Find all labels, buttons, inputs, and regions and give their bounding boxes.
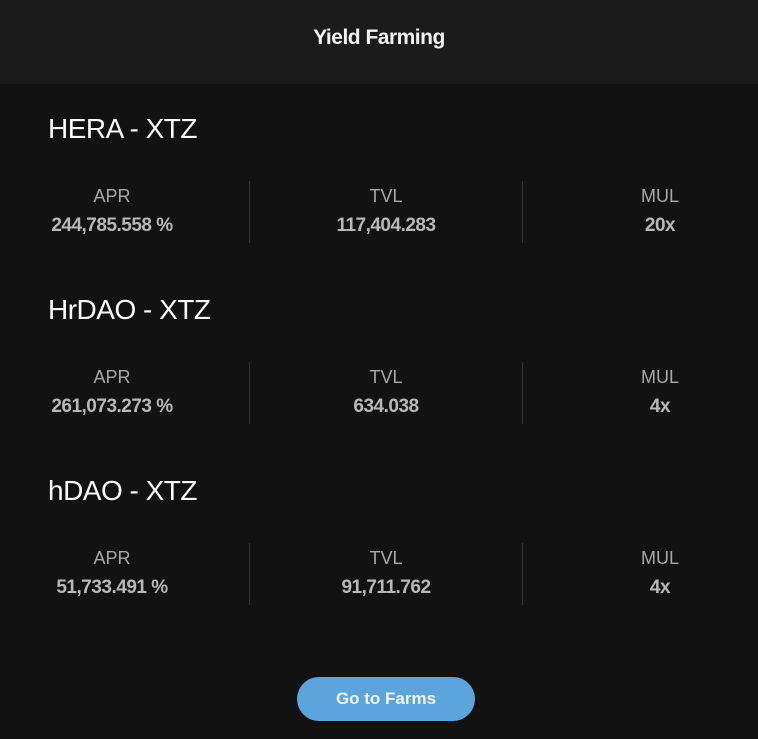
go-to-farms-button[interactable]: Go to Farms bbox=[297, 677, 475, 721]
mul-value: 20x bbox=[644, 215, 676, 236]
apr-stat: APR 261,073.273 % bbox=[0, 366, 232, 420]
tvl-value: 91,711.762 bbox=[341, 577, 431, 598]
farm-name: HrDAO - XTZ bbox=[48, 294, 211, 325]
divider bbox=[522, 181, 523, 243]
mul-stat: MUL 4x bbox=[540, 366, 758, 420]
page-title: Yield Farming bbox=[313, 26, 445, 49]
tvl-stat: TVL 91,711.762 bbox=[266, 547, 506, 601]
farm-name: hDAO - XTZ bbox=[48, 475, 198, 506]
mul-value: 4x bbox=[649, 577, 671, 598]
farm-card: HrDAO - XTZ APR 261,073.273 % TVL 634.038 … bbox=[0, 266, 758, 447]
divider bbox=[249, 181, 250, 243]
divider bbox=[249, 543, 250, 605]
apr-value: 244,785.558 % bbox=[51, 215, 173, 236]
tvl-stat: TVL 634.038 bbox=[266, 366, 506, 420]
tvl-value: 117,404.283 bbox=[336, 215, 436, 236]
apr-stat: APR 51,733.491 % bbox=[0, 547, 232, 601]
apr-label: APR bbox=[93, 186, 131, 206]
farm-card: HERA - XTZ APR 244,785.558 % TVL 117,404.2… bbox=[0, 85, 758, 266]
mul-value: 4x bbox=[649, 396, 671, 417]
divider bbox=[249, 362, 250, 424]
apr-label: APR bbox=[93, 367, 131, 387]
mul-stat: MUL 20x bbox=[540, 185, 758, 239]
apr-value: 51,733.491 % bbox=[56, 577, 168, 598]
tvl-value: 634.038 bbox=[353, 396, 419, 417]
mul-label: MUL bbox=[640, 548, 679, 568]
tvl-label: TVL bbox=[369, 186, 403, 206]
apr-value: 261,073.273 % bbox=[51, 396, 173, 417]
apr-label: APR bbox=[93, 548, 131, 568]
apr-stat: APR 244,785.558 % bbox=[0, 185, 232, 239]
tvl-stat: TVL 117,404.283 bbox=[266, 185, 506, 239]
divider bbox=[522, 362, 523, 424]
header: Yield Farming bbox=[0, 0, 758, 84]
mul-label: MUL bbox=[640, 186, 679, 206]
mul-label: MUL bbox=[640, 367, 679, 387]
tvl-label: TVL bbox=[369, 367, 403, 387]
mul-stat: MUL 4x bbox=[540, 547, 758, 601]
divider bbox=[522, 543, 523, 605]
tvl-label: TVL bbox=[369, 548, 403, 568]
farm-name: HERA - XTZ bbox=[48, 113, 198, 144]
farm-card: hDAO - XTZ APR 51,733.491 % TVL 91,711.762… bbox=[0, 447, 758, 628]
